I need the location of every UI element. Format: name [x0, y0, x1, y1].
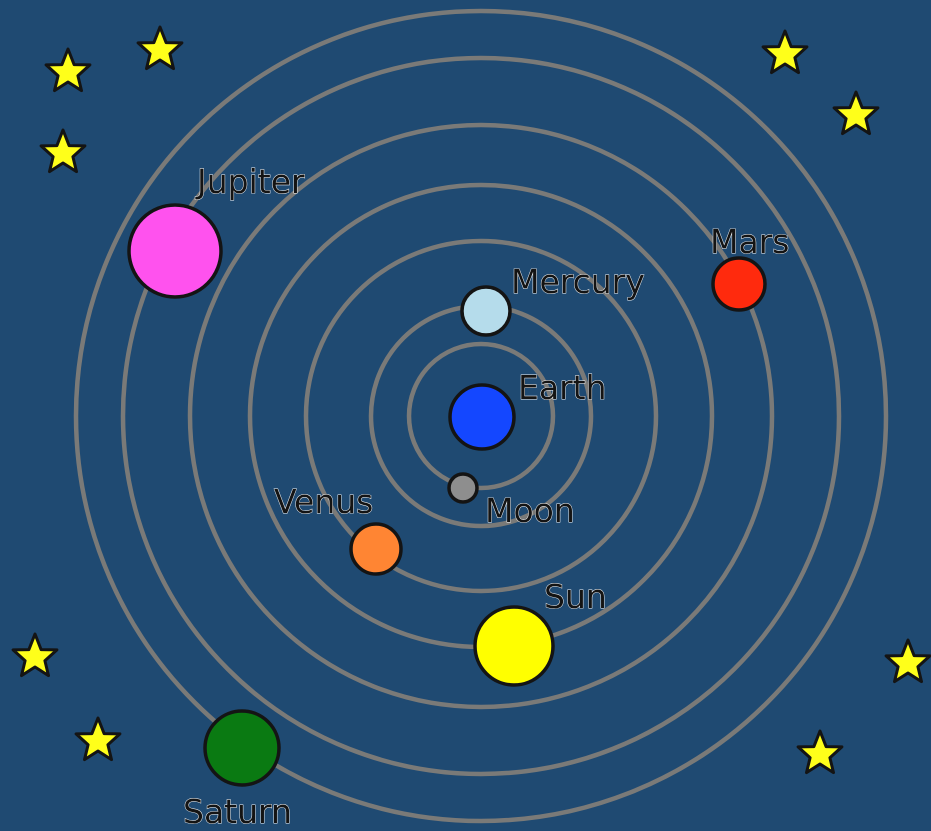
sun: [475, 607, 553, 685]
mars-label: Mars: [710, 222, 789, 261]
jupiter-label: Jupiter: [195, 162, 305, 201]
mercury: [462, 287, 510, 335]
earth: [450, 385, 514, 449]
mars: [713, 258, 765, 310]
saturn-label: Saturn: [183, 792, 292, 831]
saturn: [205, 711, 279, 785]
jupiter: [129, 205, 221, 297]
venus-label: Venus: [274, 482, 373, 521]
venus: [351, 524, 401, 574]
earth-label: Earth: [518, 368, 607, 407]
moon-label: Moon: [485, 491, 575, 530]
mercury-label: Mercury: [511, 262, 645, 301]
moon: [449, 474, 477, 502]
sun-label: Sun: [544, 577, 607, 616]
